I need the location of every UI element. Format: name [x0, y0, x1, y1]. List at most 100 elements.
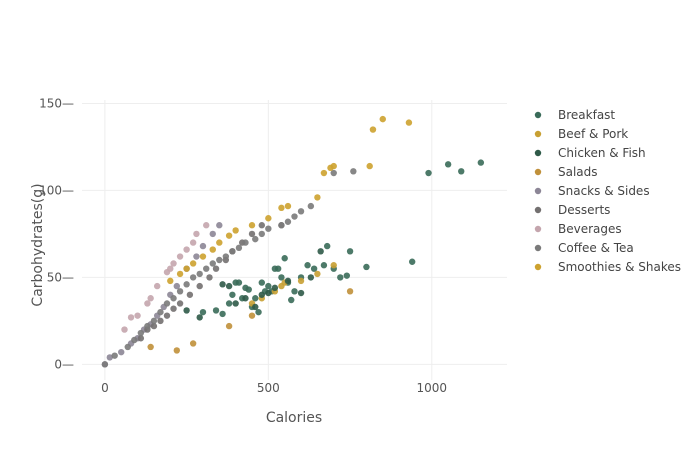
- data-point[interactable]: [323, 242, 331, 250]
- data-point[interactable]: [147, 343, 154, 351]
- legend-item[interactable]: Desserts: [534, 203, 611, 217]
- data-point[interactable]: [235, 244, 243, 252]
- data-point[interactable]: [196, 282, 203, 290]
- data-point[interactable]: [425, 169, 432, 177]
- data-point[interactable]: [189, 274, 197, 281]
- data-point[interactable]: [265, 225, 272, 232]
- data-point[interactable]: [176, 300, 184, 307]
- data-point[interactable]: [297, 289, 305, 297]
- data-point[interactable]: [225, 300, 233, 307]
- data-point[interactable]: [183, 246, 190, 253]
- data-point[interactable]: [219, 310, 226, 318]
- data-point[interactable]: [167, 277, 174, 285]
- data-point[interactable]: [216, 256, 223, 264]
- legend-item[interactable]: Salads: [534, 165, 598, 179]
- data-point[interactable]: [196, 270, 203, 278]
- data-point[interactable]: [199, 253, 207, 260]
- data-point[interactable]: [147, 295, 154, 302]
- data-point[interactable]: [189, 239, 197, 246]
- data-point[interactable]: [343, 272, 351, 279]
- data-point[interactable]: [124, 343, 131, 351]
- data-point[interactable]: [265, 289, 272, 297]
- data-point[interactable]: [258, 279, 266, 286]
- data-point[interactable]: [189, 340, 197, 347]
- data-point[interactable]: [252, 303, 259, 311]
- data-point[interactable]: [258, 230, 266, 238]
- data-point[interactable]: [458, 168, 465, 175]
- data-point[interactable]: [369, 126, 377, 133]
- data-point[interactable]: [229, 291, 236, 298]
- data-point[interactable]: [209, 246, 216, 253]
- data-point[interactable]: [163, 300, 171, 307]
- data-point[interactable]: [193, 253, 200, 260]
- data-point[interactable]: [157, 317, 164, 325]
- data-point[interactable]: [176, 288, 184, 295]
- data-point[interactable]: [477, 159, 485, 166]
- data-point[interactable]: [232, 227, 239, 234]
- data-point[interactable]: [274, 265, 282, 272]
- data-point[interactable]: [307, 274, 315, 281]
- data-point[interactable]: [291, 288, 298, 295]
- data-point[interactable]: [173, 282, 181, 290]
- data-point[interactable]: [248, 230, 256, 238]
- legend-item[interactable]: Chicken & Fish: [534, 146, 646, 160]
- data-point[interactable]: [291, 213, 298, 220]
- data-point[interactable]: [176, 253, 184, 260]
- legend-item[interactable]: Breakfast: [534, 108, 616, 122]
- data-point[interactable]: [209, 260, 216, 267]
- data-point[interactable]: [252, 235, 259, 243]
- data-point[interactable]: [106, 354, 113, 361]
- data-point[interactable]: [206, 274, 213, 281]
- data-point[interactable]: [363, 263, 370, 271]
- data-point[interactable]: [144, 300, 151, 307]
- data-point[interactable]: [284, 202, 292, 210]
- data-point[interactable]: [337, 274, 344, 281]
- data-point[interactable]: [225, 232, 233, 239]
- data-point[interactable]: [189, 260, 197, 267]
- data-point[interactable]: [150, 317, 158, 325]
- data-point[interactable]: [346, 248, 354, 255]
- data-point[interactable]: [127, 314, 135, 321]
- legend-item[interactable]: Coffee & Tea: [534, 241, 634, 255]
- data-point[interactable]: [314, 270, 321, 278]
- data-point[interactable]: [170, 295, 177, 302]
- data-point[interactable]: [297, 208, 305, 215]
- data-point[interactable]: [199, 308, 207, 316]
- data-point[interactable]: [144, 322, 151, 330]
- data-point[interactable]: [248, 222, 256, 229]
- data-point[interactable]: [183, 307, 190, 314]
- data-point[interactable]: [278, 204, 285, 212]
- legend[interactable]: Breakfast Beef & Pork Chicken & Fish Salads…: [534, 108, 681, 274]
- data-point[interactable]: [245, 286, 252, 293]
- data-point[interactable]: [304, 262, 311, 269]
- data-point[interactable]: [405, 119, 413, 126]
- data-point[interactable]: [225, 282, 233, 290]
- data-point[interactable]: [284, 218, 292, 225]
- data-point[interactable]: [216, 239, 223, 246]
- data-point[interactable]: [111, 352, 118, 359]
- data-point[interactable]: [330, 169, 337, 177]
- data-point[interactable]: [278, 222, 285, 229]
- data-point[interactable]: [265, 282, 272, 290]
- data-point[interactable]: [330, 262, 337, 269]
- data-point[interactable]: [288, 296, 295, 304]
- data-point[interactable]: [307, 202, 315, 210]
- data-point[interactable]: [258, 291, 266, 298]
- data-point[interactable]: [203, 222, 210, 229]
- data-point[interactable]: [163, 312, 171, 319]
- data-point[interactable]: [225, 322, 233, 330]
- data-point[interactable]: [219, 281, 226, 288]
- data-point[interactable]: [173, 347, 181, 354]
- data-point[interactable]: [193, 230, 200, 238]
- data-point[interactable]: [350, 168, 357, 175]
- legend-item[interactable]: Smoothies & Shakes: [534, 260, 681, 274]
- data-point[interactable]: [186, 291, 194, 298]
- data-point[interactable]: [248, 312, 256, 319]
- data-point[interactable]: [232, 300, 239, 307]
- legend-item[interactable]: Beef & Pork: [534, 127, 628, 141]
- data-point[interactable]: [265, 215, 272, 222]
- data-point[interactable]: [284, 277, 292, 285]
- data-point[interactable]: [379, 115, 386, 123]
- data-point[interactable]: [196, 314, 203, 321]
- data-point[interactable]: [242, 239, 249, 246]
